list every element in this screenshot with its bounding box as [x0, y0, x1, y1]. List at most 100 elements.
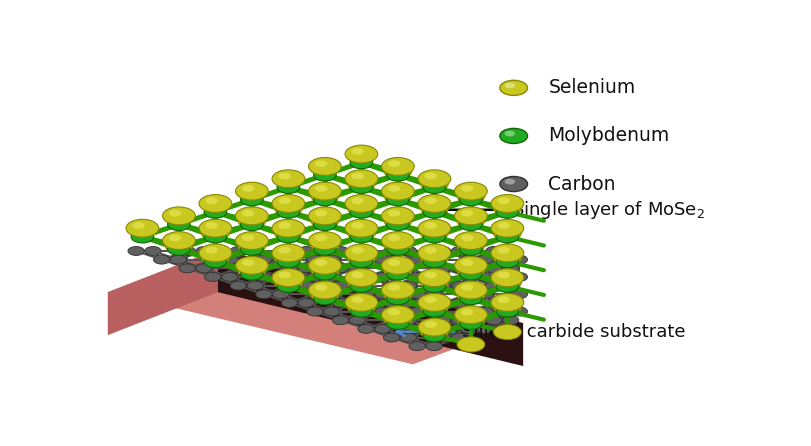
Circle shape: [272, 219, 304, 237]
Circle shape: [308, 157, 341, 175]
Circle shape: [240, 218, 263, 231]
Circle shape: [205, 247, 217, 254]
Text: Silicon carbide substrate: Silicon carbide substrate: [461, 323, 684, 341]
Circle shape: [354, 257, 363, 262]
Circle shape: [381, 281, 414, 299]
Circle shape: [425, 290, 442, 299]
Circle shape: [425, 255, 442, 264]
Circle shape: [409, 324, 425, 333]
Circle shape: [315, 235, 327, 241]
Circle shape: [460, 273, 476, 281]
Circle shape: [167, 218, 190, 231]
Circle shape: [375, 307, 391, 316]
Circle shape: [332, 281, 348, 290]
Circle shape: [298, 298, 314, 307]
Circle shape: [351, 198, 363, 204]
Circle shape: [205, 222, 217, 229]
Circle shape: [424, 272, 436, 278]
Circle shape: [418, 293, 450, 311]
Circle shape: [272, 170, 304, 188]
Circle shape: [204, 231, 226, 243]
Circle shape: [204, 255, 221, 264]
Circle shape: [208, 257, 217, 262]
Circle shape: [281, 282, 290, 287]
Circle shape: [313, 293, 336, 305]
Circle shape: [345, 194, 377, 212]
Circle shape: [313, 243, 336, 255]
Circle shape: [423, 181, 445, 194]
Circle shape: [460, 324, 476, 333]
Circle shape: [278, 222, 290, 229]
Circle shape: [491, 293, 523, 311]
Circle shape: [496, 206, 518, 218]
Circle shape: [281, 183, 290, 188]
Circle shape: [204, 255, 226, 268]
Circle shape: [424, 173, 436, 179]
Circle shape: [476, 290, 493, 299]
Circle shape: [347, 275, 375, 290]
Circle shape: [230, 264, 247, 273]
Circle shape: [277, 231, 299, 243]
Text: Single layer of MoSe$_2$: Single layer of MoSe$_2$: [512, 199, 705, 221]
Circle shape: [502, 298, 518, 307]
Circle shape: [400, 247, 416, 256]
Circle shape: [420, 226, 448, 241]
Circle shape: [135, 232, 144, 237]
Circle shape: [315, 284, 327, 291]
Circle shape: [500, 177, 527, 192]
Circle shape: [383, 281, 399, 290]
Circle shape: [345, 269, 377, 287]
Circle shape: [358, 324, 374, 333]
Circle shape: [277, 206, 299, 218]
Circle shape: [409, 273, 425, 281]
Circle shape: [317, 195, 327, 200]
Circle shape: [427, 282, 436, 287]
Circle shape: [350, 255, 372, 268]
Circle shape: [317, 220, 327, 225]
Circle shape: [409, 255, 425, 264]
Circle shape: [162, 231, 195, 249]
Circle shape: [497, 272, 509, 278]
Circle shape: [245, 270, 254, 275]
Circle shape: [170, 255, 187, 264]
Circle shape: [457, 312, 484, 327]
Circle shape: [451, 298, 467, 307]
Circle shape: [502, 316, 518, 325]
Circle shape: [204, 273, 221, 281]
Circle shape: [497, 247, 509, 254]
Text: Selenium: Selenium: [547, 78, 635, 97]
Circle shape: [500, 307, 508, 312]
Circle shape: [424, 222, 436, 229]
Circle shape: [485, 281, 501, 290]
Polygon shape: [217, 249, 522, 366]
Circle shape: [247, 264, 263, 273]
Circle shape: [169, 235, 181, 241]
Circle shape: [497, 198, 509, 204]
Circle shape: [459, 293, 482, 305]
Circle shape: [386, 194, 409, 206]
Circle shape: [315, 210, 327, 216]
Circle shape: [476, 324, 493, 333]
Circle shape: [351, 272, 363, 278]
Circle shape: [350, 280, 372, 293]
Circle shape: [245, 245, 254, 250]
Circle shape: [315, 185, 327, 192]
Circle shape: [278, 198, 290, 204]
Circle shape: [201, 226, 229, 241]
Circle shape: [172, 245, 181, 250]
Circle shape: [281, 247, 297, 256]
Circle shape: [463, 195, 472, 200]
Circle shape: [418, 170, 450, 188]
Circle shape: [459, 243, 482, 255]
Circle shape: [351, 148, 363, 155]
Circle shape: [400, 264, 416, 273]
Circle shape: [454, 306, 487, 324]
Circle shape: [384, 164, 411, 179]
Circle shape: [162, 207, 195, 225]
Circle shape: [317, 171, 327, 176]
Circle shape: [199, 219, 231, 237]
Circle shape: [460, 255, 476, 264]
Circle shape: [235, 207, 268, 225]
Circle shape: [238, 263, 265, 278]
Circle shape: [324, 273, 340, 281]
